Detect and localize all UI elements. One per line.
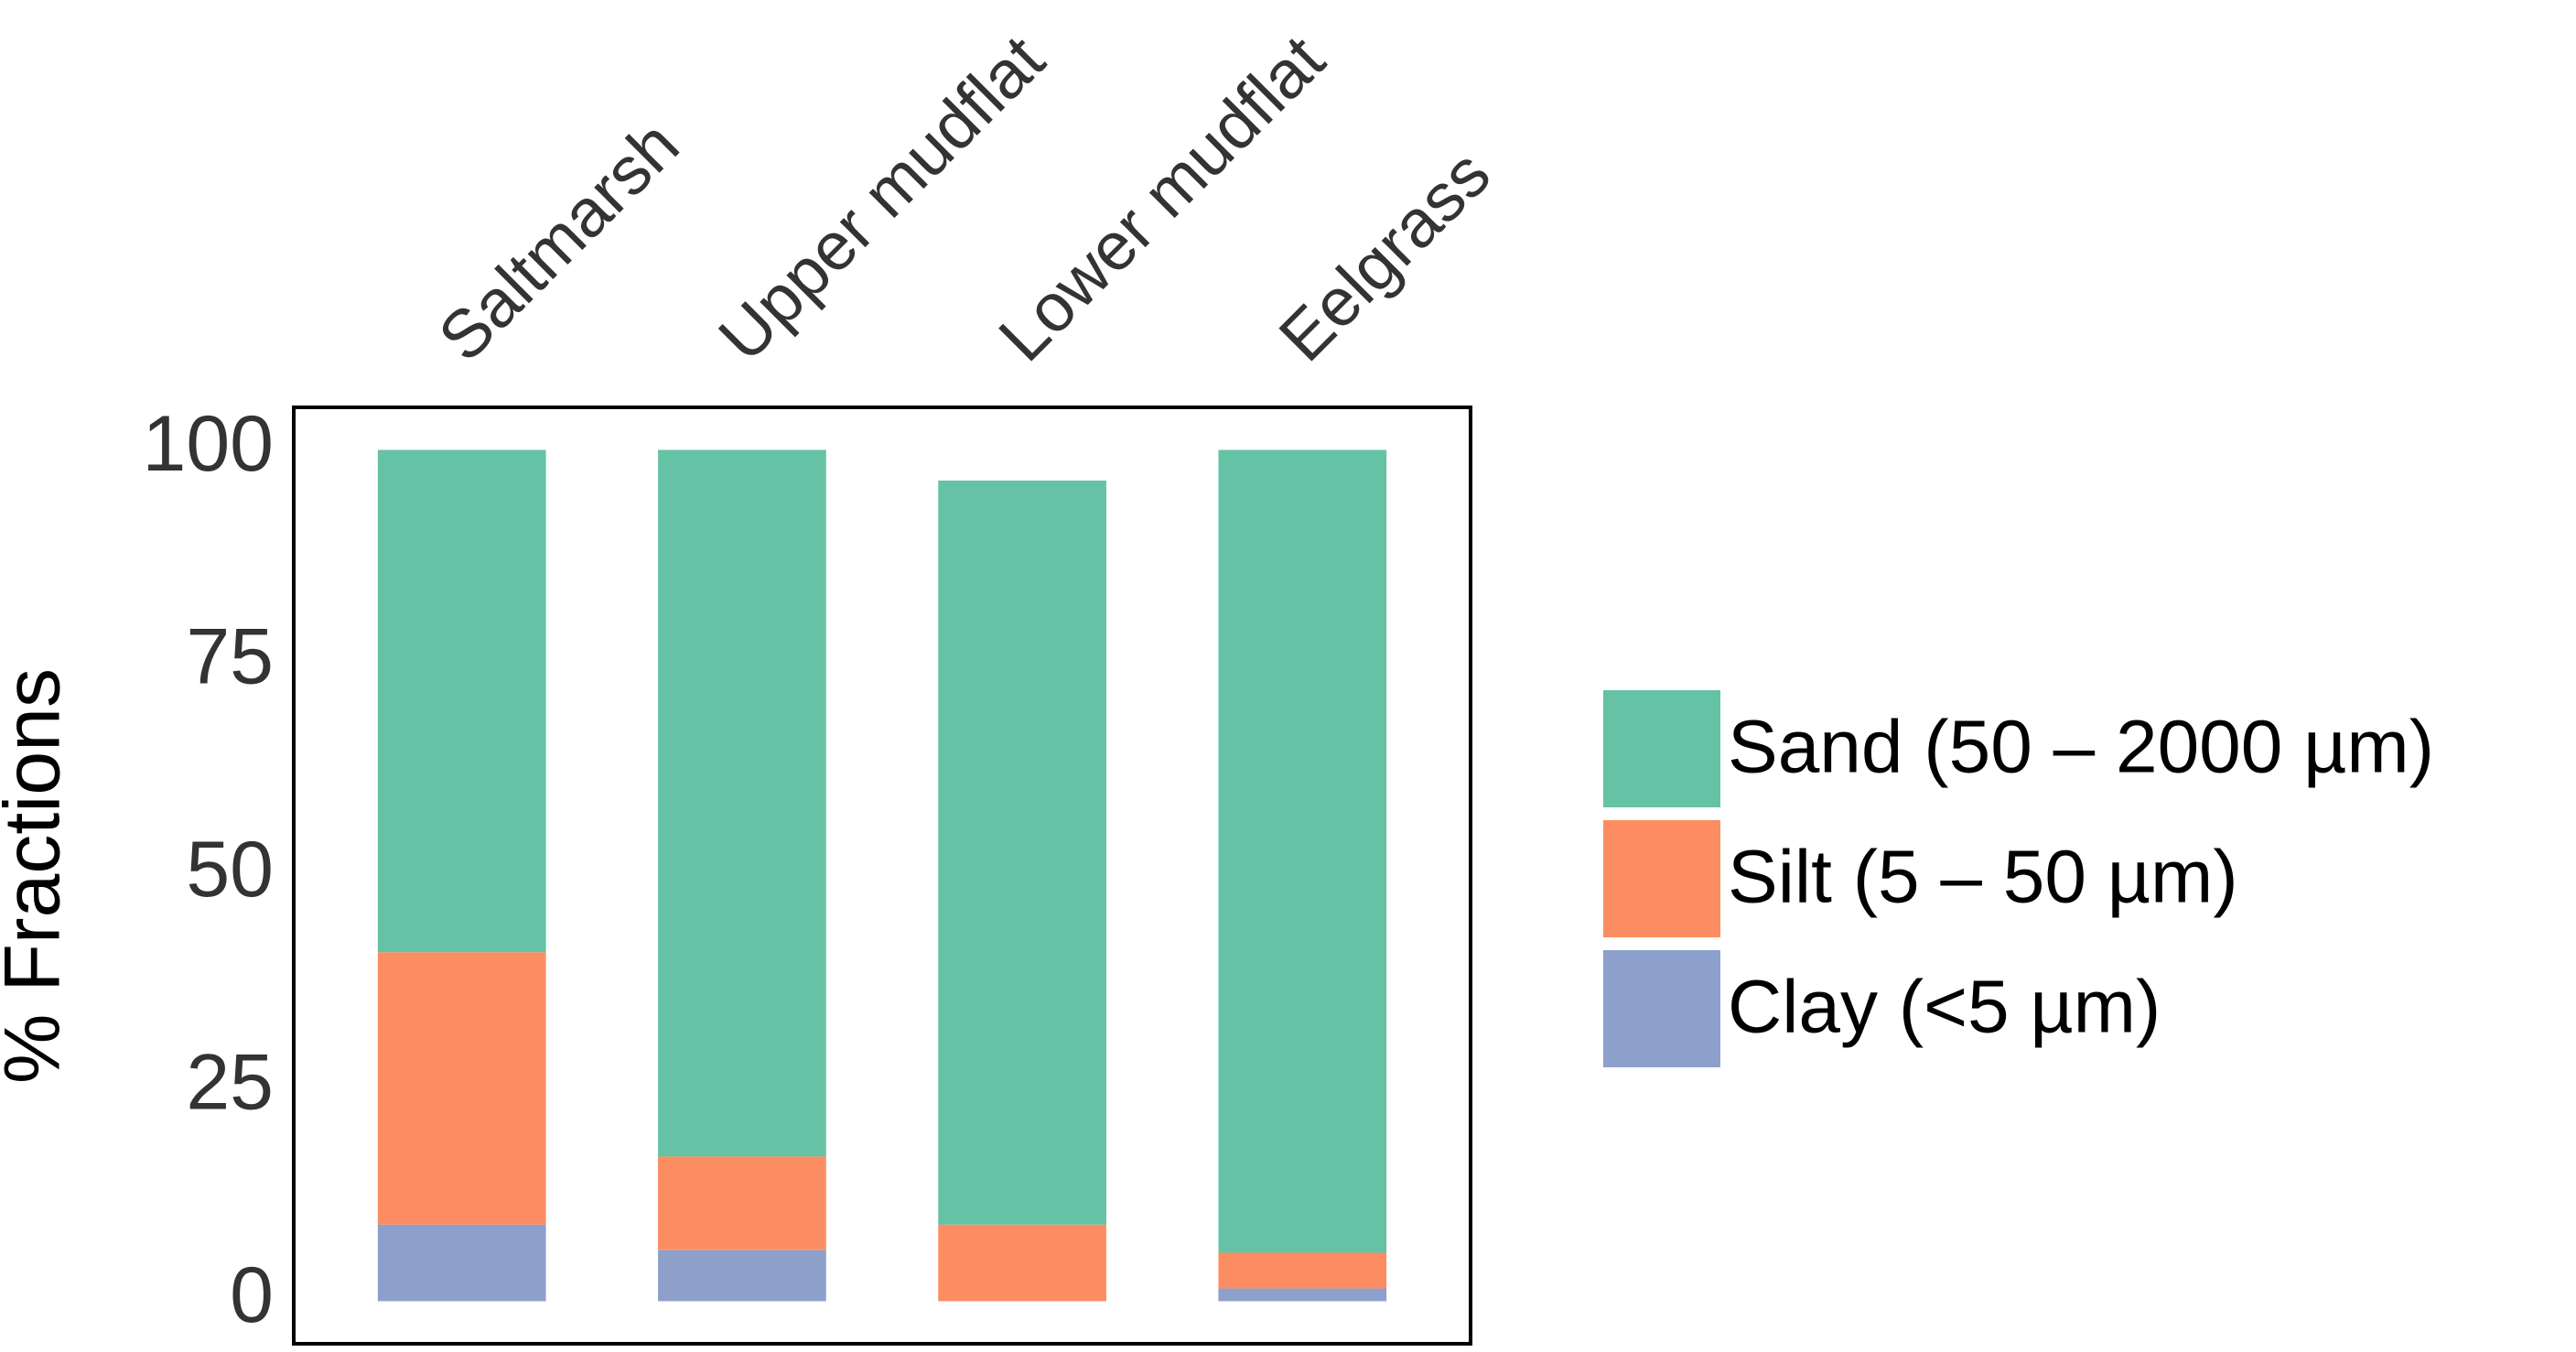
x-tick-label: Saltmarsh xyxy=(424,106,693,375)
bar-segment xyxy=(1218,1252,1387,1289)
bar-segment xyxy=(938,480,1106,1225)
bar-segment xyxy=(658,449,826,1157)
x-tick-label: Eelgrass xyxy=(1265,135,1504,375)
y-tick-label: 50 xyxy=(186,826,274,914)
bar-segment xyxy=(938,1224,1106,1302)
legend-label: Clay (<5 µm) xyxy=(1728,966,2161,1049)
bar-segment xyxy=(377,1224,546,1302)
y-tick-label: 0 xyxy=(230,1251,274,1339)
bar-segment xyxy=(377,952,546,1225)
y-tick-label: 100 xyxy=(143,400,275,488)
bar-segment xyxy=(377,449,546,953)
legend-label: Silt (5 – 50 µm) xyxy=(1728,836,2238,919)
y-tick-label: 75 xyxy=(186,613,274,701)
bar-segment xyxy=(658,1249,826,1302)
y-tick-label: 25 xyxy=(186,1039,274,1127)
legend-key xyxy=(1603,820,1720,937)
y-axis-label: % Fractions xyxy=(0,668,77,1084)
legend-key xyxy=(1603,690,1720,807)
legend-label: Sand (50 – 2000 µm) xyxy=(1728,706,2434,789)
bar-segment xyxy=(1218,449,1387,1253)
plot-frame xyxy=(292,406,1472,1346)
bar-segment xyxy=(1218,1288,1387,1302)
bar-segment xyxy=(658,1156,826,1250)
legend-key xyxy=(1603,950,1720,1067)
